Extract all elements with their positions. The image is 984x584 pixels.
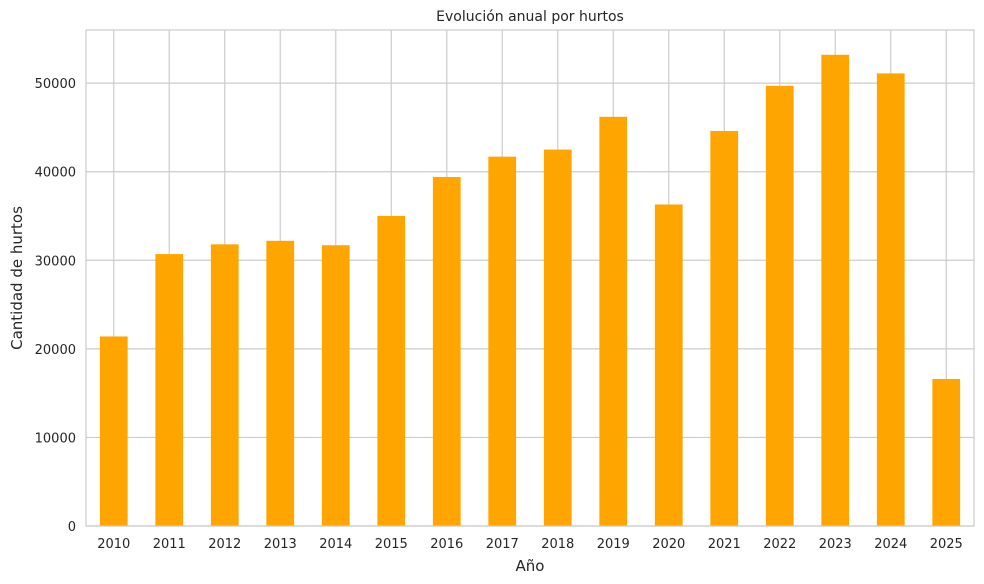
y-tick-label: 50000 <box>35 77 76 92</box>
bar-2017 <box>488 156 517 526</box>
y-tick-label: 40000 <box>35 166 76 181</box>
x-tick-label: 2012 <box>208 537 241 552</box>
bars <box>99 54 961 527</box>
x-tick-label: 2022 <box>763 537 796 552</box>
bar-2020 <box>654 204 683 526</box>
x-tick-label: 2015 <box>375 537 408 552</box>
bar-2012 <box>210 244 239 527</box>
bar-2013 <box>266 240 295 527</box>
bar-2021 <box>710 130 739 526</box>
x-tick-label: 2014 <box>319 537 352 552</box>
x-tick-label: 2023 <box>819 537 852 552</box>
y-axis-label: Cantidad de hurtos <box>8 206 26 350</box>
bar-2014 <box>321 245 350 526</box>
y-tick-label: 30000 <box>35 254 76 269</box>
x-tick-label: 2011 <box>153 537 186 552</box>
bar-2019 <box>599 116 628 527</box>
y-tick-label: 0 <box>68 520 76 535</box>
x-tick-label: 2025 <box>930 537 963 552</box>
x-tick-label: 2010 <box>97 537 130 552</box>
bar-2015 <box>377 216 406 526</box>
plot-frame <box>85 29 975 527</box>
bar-2023 <box>821 54 850 527</box>
x-tick-label: 2016 <box>430 537 463 552</box>
x-tick-label: 2020 <box>652 537 685 552</box>
x-tick-labels: 2010 2011 2012 2013 2014 2015 2016 2017 2018 2019… <box>97 537 963 552</box>
chart-title: Evolución anual por hurtos <box>436 9 624 25</box>
bar-2025 <box>932 378 961 526</box>
x-tick-label: 2021 <box>708 537 741 552</box>
y-tick-label: 10000 <box>35 431 76 446</box>
bar-2024 <box>876 73 905 527</box>
bar-2011 <box>155 254 184 527</box>
bar-2016 <box>432 177 461 526</box>
x-axis-label: Año <box>516 557 545 575</box>
x-tick-label: 2017 <box>486 537 519 552</box>
x-tick-label: 2024 <box>874 537 907 552</box>
y-tick-label: 20000 <box>35 343 76 358</box>
x-tick-label: 2019 <box>597 537 630 552</box>
x-tick-label: 2018 <box>541 537 574 552</box>
y-tick-labels: 0 10000 20000 30000 40000 50000 <box>35 77 76 535</box>
bar-2018 <box>543 149 572 527</box>
bar-2010 <box>99 336 128 526</box>
x-tick-label: 2013 <box>264 537 297 552</box>
bar-2022 <box>765 85 794 527</box>
